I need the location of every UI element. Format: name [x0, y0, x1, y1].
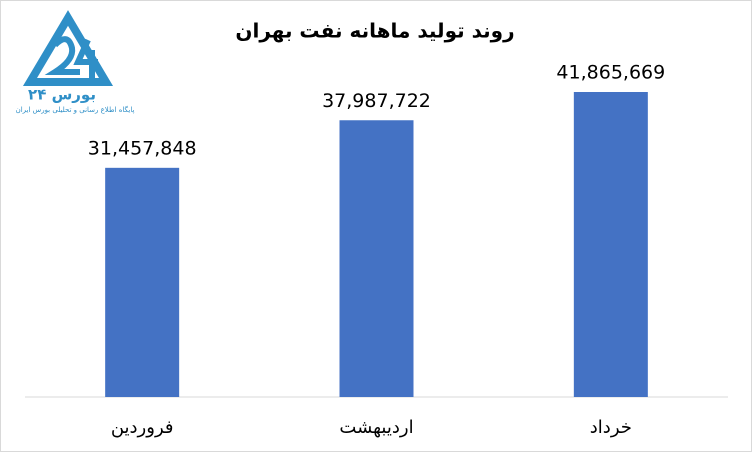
- x-tick-label: اردیبهشت: [339, 417, 413, 438]
- x-tick-label: فروردین: [111, 417, 174, 438]
- logo: بورس ۲۴ پایگاه اطلاع رسانی و تحلیلی بورس…: [16, 10, 135, 114]
- logo-triangle: [22, 10, 114, 86]
- logo-tagline: پایگاه اطلاع رسانی و تحلیلی بورس ایران: [16, 105, 135, 114]
- chart-title: روند تولید ماهانه نفت بهران: [235, 19, 514, 43]
- logo-two: [44, 36, 80, 75]
- logo-name: بورس ۲۴: [28, 86, 96, 104]
- value-label: 37,987,722: [322, 90, 431, 112]
- bar: [105, 167, 180, 397]
- value-label: 31,457,848: [88, 137, 197, 159]
- value-label: 41,865,669: [556, 62, 665, 84]
- bar: [339, 120, 414, 397]
- logo-four: [73, 38, 98, 78]
- x-tick-label: خرداد: [590, 417, 632, 438]
- bar: [573, 92, 648, 397]
